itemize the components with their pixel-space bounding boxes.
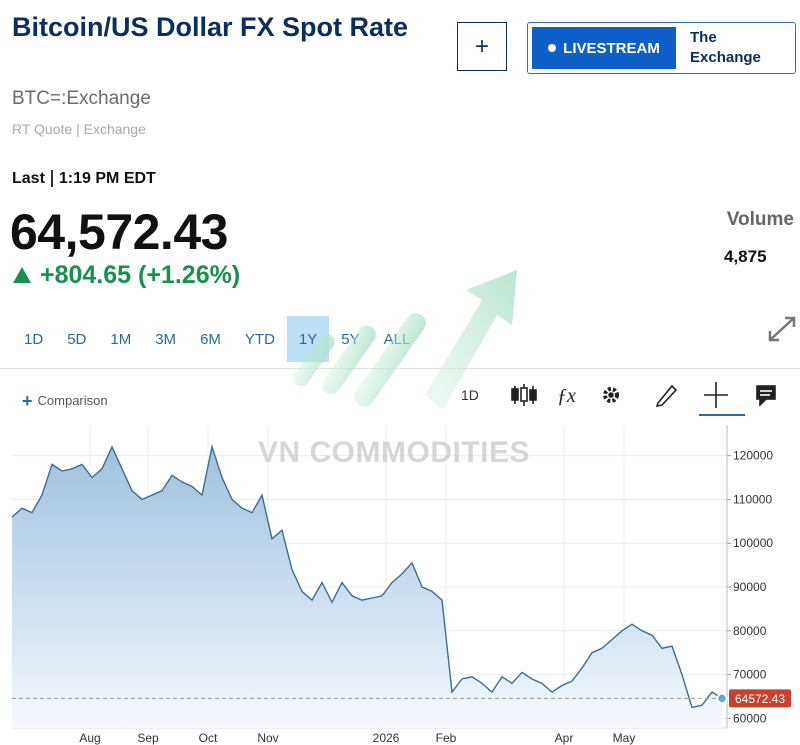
settings-icon[interactable] [603, 387, 619, 403]
last-value-tag [729, 689, 791, 708]
x-tick-label: May [613, 731, 636, 745]
time: 1:19 PM EDT [58, 170, 156, 187]
range-tab[interactable]: 1M [110, 330, 132, 348]
y-tick-label: 90000 [733, 580, 767, 594]
x-tick-label: Oct [199, 731, 218, 745]
x-tick-label: Nov [257, 731, 278, 745]
plus-icon: + [22, 391, 33, 411]
toolbar-icons: ƒx [511, 316, 796, 416]
fx-icon[interactable]: ƒx [557, 385, 576, 407]
y-tick-label: 120000 [733, 449, 773, 463]
y-tick-label: 80000 [733, 624, 767, 638]
livestream-button[interactable]: LIVESTREAM [532, 27, 676, 69]
y-tick-label: 110000 [733, 492, 772, 506]
title: Bitcoin/US Dollar FX Spot Rate [12, 12, 409, 42]
x-tick-label: Feb [436, 731, 457, 745]
comparison-label: Comparison [37, 393, 108, 408]
x-tick-label: Apr [555, 731, 574, 745]
add-button[interactable]: + [457, 22, 507, 71]
crosshair-icon[interactable] [704, 382, 728, 408]
change-value: +804.65 (+1.26%) [40, 261, 241, 289]
comparison[interactable]: + Comparison [22, 391, 108, 412]
x-tick-label: Aug [79, 731, 100, 745]
range-tab[interactable]: 3M [155, 330, 177, 348]
watermark: VN COMMODITIES [258, 436, 531, 469]
x-tick-label: 2026 [373, 731, 400, 745]
draw-icon[interactable] [655, 384, 678, 408]
area [12, 446, 722, 728]
range-tab[interactable]: 1D [24, 330, 44, 348]
expand-icon[interactable] [768, 316, 796, 342]
range-tab[interactable]: 5D [67, 330, 87, 348]
candles-icon[interactable] [511, 384, 537, 406]
line [11, 444, 723, 709]
livestream-box[interactable]: LIVESTREAM The Exchange [527, 22, 796, 74]
symbol: BTC=:Exchange [12, 88, 151, 109]
last-label: Last [12, 170, 45, 187]
divider [0, 368, 800, 369]
last-value-label: 64572.43 [735, 692, 785, 706]
y-tick-label: 60000 [733, 711, 767, 725]
last-time: Last 1:19 PM EDT [12, 170, 156, 188]
x-tick-label: Sep [137, 731, 159, 745]
quote-source: RT Quote | Exchange [12, 121, 146, 137]
y-tick-label: 70000 [733, 668, 767, 682]
volume: 4,875 [724, 247, 767, 266]
show-name: The Exchange [690, 29, 761, 66]
change: +804.65 (+1.26%) [12, 261, 240, 290]
live-dot [548, 44, 557, 52]
volume-label: Volume [726, 209, 794, 230]
y-tick-label: 100000 [733, 536, 773, 550]
livestream-label: LIVESTREAM [563, 39, 660, 57]
last-point [716, 693, 728, 704]
interval[interactable]: 1D [461, 387, 479, 403]
range-tab[interactable]: 6M [200, 330, 221, 348]
price: 64,572.43 [10, 204, 228, 260]
up-arrow [13, 267, 31, 283]
watermark-arrow [293, 270, 517, 410]
comment-icon[interactable] [756, 385, 776, 407]
range-tab[interactable]: YTD [244, 330, 275, 348]
